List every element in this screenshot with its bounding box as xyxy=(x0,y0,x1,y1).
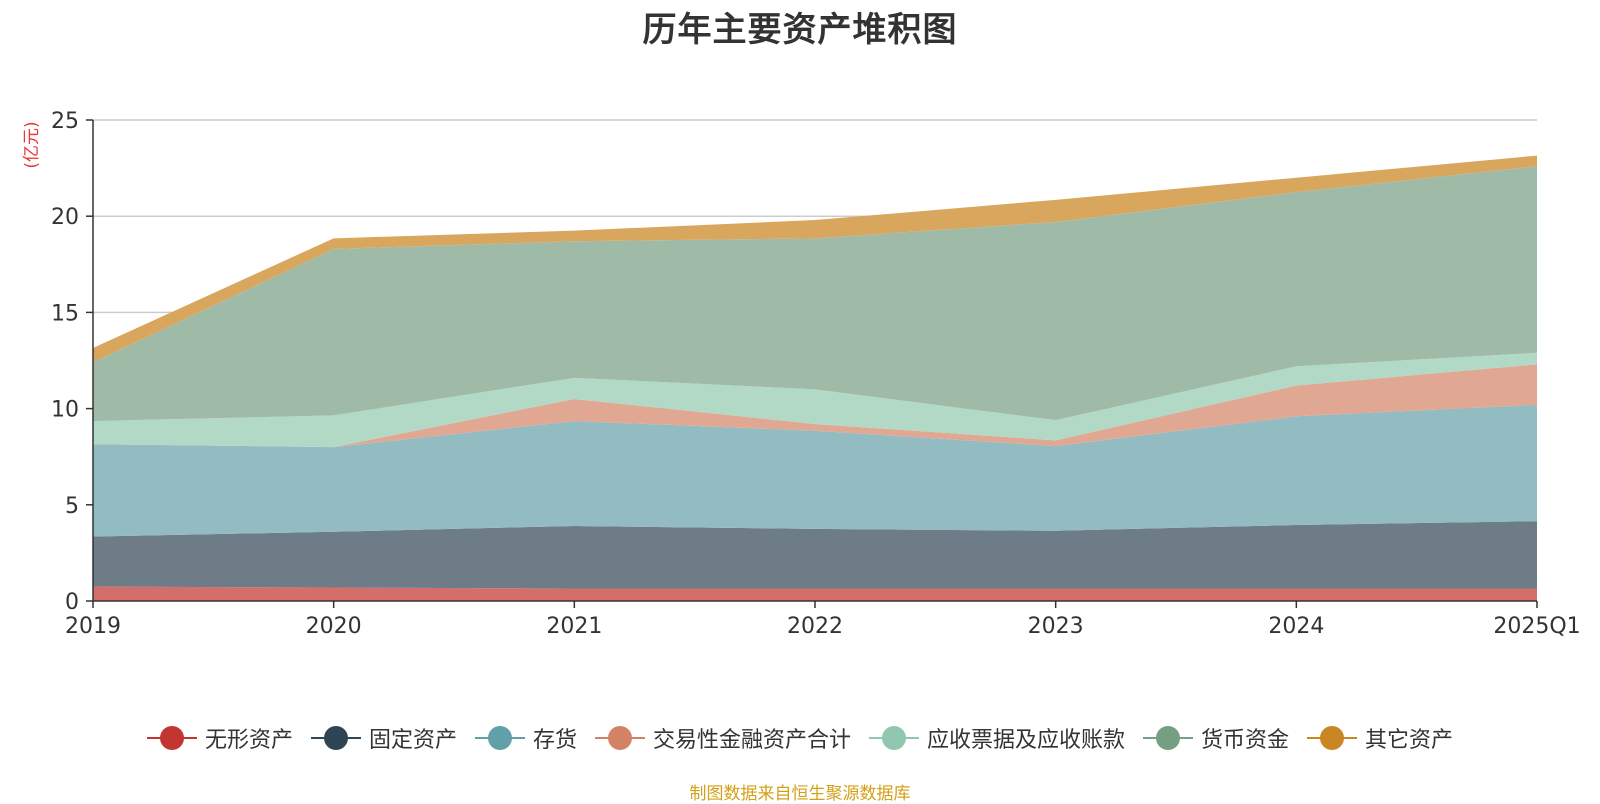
legend-item[interactable]: 固定资产 xyxy=(310,722,457,754)
y-tick-label: 5 xyxy=(65,494,79,519)
axes: 0 5 10 15 20 25 2019 2020 2021 2022 2023 2024 2025Q1 xyxy=(51,109,1581,639)
legend-swatch xyxy=(869,725,919,751)
legend: 无形资产 固定资产 存货 交易性金融资产合计 应收票据及应收账款 货币资金 其它资产 xyxy=(0,722,1600,754)
legend-swatch xyxy=(474,725,525,751)
legend-swatch-dot xyxy=(1320,726,1345,750)
legend-swatch xyxy=(594,725,645,751)
legend-swatch-dot xyxy=(323,726,348,750)
legend-item[interactable]: 应收票据及应收账款 xyxy=(869,722,1125,754)
y-unit-label: (亿元) xyxy=(22,121,42,168)
y-tick-label: 25 xyxy=(51,109,79,134)
legend-item[interactable]: 无形资产 xyxy=(146,722,293,754)
legend-label: 应收票据及应收账款 xyxy=(927,728,1126,753)
legend-swatch-dot xyxy=(487,726,512,750)
y-tick-label: 20 xyxy=(51,205,79,230)
legend-swatch xyxy=(310,725,361,751)
x-tick-label: 2019 xyxy=(65,614,121,639)
legend-label: 货币资金 xyxy=(1201,728,1290,753)
y-tick-label: 0 xyxy=(65,590,79,615)
area-series-6 xyxy=(93,155,1537,363)
y-tick-label: 10 xyxy=(51,398,79,423)
legend-label: 固定资产 xyxy=(368,728,457,753)
legend-swatch-dot xyxy=(607,726,632,750)
x-tick-label: 2021 xyxy=(546,614,602,639)
area-series xyxy=(93,155,1537,601)
area-series-4 xyxy=(93,352,1537,448)
x-tick-label: 2022 xyxy=(787,614,843,639)
legend-label: 无形资产 xyxy=(204,728,293,753)
legend-item[interactable]: 交易性金融资产合计 xyxy=(594,722,851,754)
chart-title: 历年主要资产堆积图 xyxy=(642,10,958,50)
legend-swatch-dot xyxy=(882,726,906,750)
legend-item[interactable]: 其它资产 xyxy=(1307,722,1453,754)
area-series-3 xyxy=(93,364,1537,448)
legend-swatch xyxy=(1307,725,1358,751)
legend-swatch xyxy=(146,725,197,751)
x-tick-label: 2020 xyxy=(306,614,362,639)
legend-item[interactable]: 存货 xyxy=(474,722,577,754)
x-tick-label: 2023 xyxy=(1028,614,1084,639)
legend-swatch xyxy=(1143,725,1194,751)
legend-label: 交易性金融资产合计 xyxy=(652,728,851,753)
source-note: 制图数据来自恒生聚源数据库 xyxy=(689,784,911,804)
legend-label: 其它资产 xyxy=(1365,728,1454,753)
area-series-5 xyxy=(93,166,1537,422)
legend-swatch-dot xyxy=(1156,726,1181,750)
legend-swatch-dot xyxy=(159,726,184,750)
y-tick-label: 15 xyxy=(51,301,79,326)
area-series-0 xyxy=(93,586,1537,601)
legend-label: 存货 xyxy=(532,728,577,753)
area-series-1 xyxy=(93,521,1537,589)
legend-item[interactable]: 货币资金 xyxy=(1143,722,1289,754)
x-tick-label: 2024 xyxy=(1268,614,1324,639)
x-tick-label: 2025Q1 xyxy=(1493,614,1580,639)
area-series-2 xyxy=(93,404,1537,537)
